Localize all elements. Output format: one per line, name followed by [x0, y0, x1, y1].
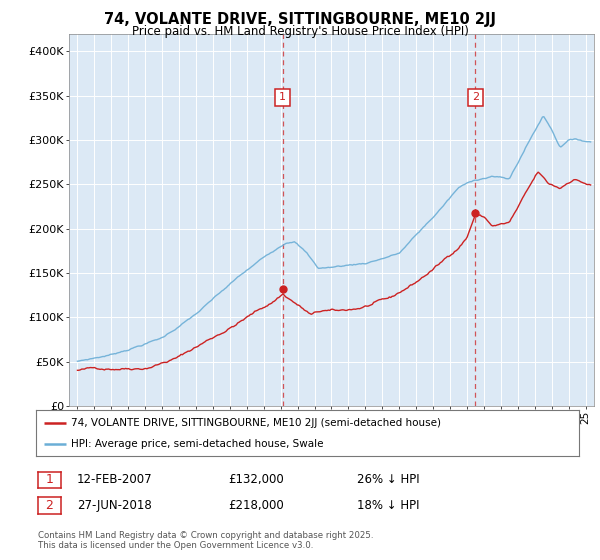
Text: 74, VOLANTE DRIVE, SITTINGBOURNE, ME10 2JJ (semi-detached house): 74, VOLANTE DRIVE, SITTINGBOURNE, ME10 2… — [71, 418, 441, 428]
Text: 74, VOLANTE DRIVE, SITTINGBOURNE, ME10 2JJ: 74, VOLANTE DRIVE, SITTINGBOURNE, ME10 2… — [104, 12, 496, 27]
Text: 2: 2 — [45, 499, 53, 512]
Text: Price paid vs. HM Land Registry's House Price Index (HPI): Price paid vs. HM Land Registry's House … — [131, 25, 469, 38]
Text: 27-JUN-2018: 27-JUN-2018 — [77, 499, 152, 512]
Text: £132,000: £132,000 — [228, 473, 284, 487]
Text: 26% ↓ HPI: 26% ↓ HPI — [357, 473, 419, 487]
Text: 18% ↓ HPI: 18% ↓ HPI — [357, 499, 419, 512]
Text: 2: 2 — [472, 92, 479, 102]
Text: 12-FEB-2007: 12-FEB-2007 — [77, 473, 152, 487]
Text: 1: 1 — [45, 473, 53, 487]
Text: 1: 1 — [279, 92, 286, 102]
Text: HPI: Average price, semi-detached house, Swale: HPI: Average price, semi-detached house,… — [71, 439, 324, 449]
Text: Contains HM Land Registry data © Crown copyright and database right 2025.
This d: Contains HM Land Registry data © Crown c… — [38, 531, 373, 550]
Text: £218,000: £218,000 — [228, 499, 284, 512]
